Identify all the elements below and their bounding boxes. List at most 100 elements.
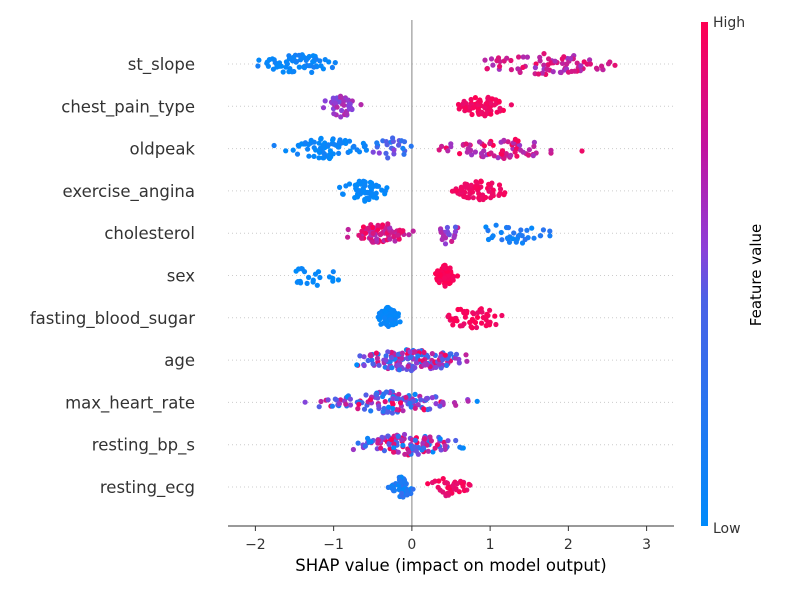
shap-point (336, 150, 342, 156)
shap-point (306, 153, 312, 159)
shap-point (468, 96, 474, 103)
shap-point (385, 349, 391, 355)
shap-point (487, 319, 493, 325)
shap-point (470, 195, 476, 201)
shap-point (547, 228, 553, 234)
shap-point (581, 59, 587, 65)
shap-point (370, 224, 376, 231)
shap-point (332, 396, 338, 402)
shap-point (479, 320, 485, 326)
shap-point (308, 137, 314, 143)
shap-point (378, 321, 384, 327)
shap-point (385, 155, 391, 161)
shap-point (311, 153, 317, 159)
feature-label-exercise_angina: exercise_angina (62, 182, 195, 202)
shap-point (423, 395, 430, 402)
shap-point (410, 486, 416, 492)
shap-point (322, 57, 328, 63)
shap-point (463, 141, 469, 147)
shap-point (370, 230, 376, 236)
shap-point (479, 309, 485, 315)
shap-point (445, 490, 451, 496)
shap-point (476, 139, 483, 145)
shap-point (463, 352, 469, 358)
shap-point (450, 275, 456, 281)
shap-point (368, 184, 374, 190)
shap-point (493, 222, 499, 228)
shap-point (437, 403, 443, 409)
shap-point (413, 360, 420, 366)
shap-point (363, 392, 369, 398)
shap-point (385, 433, 391, 439)
shap-point (478, 196, 485, 202)
shap-point (316, 140, 322, 146)
shap-point (387, 225, 393, 231)
shap-point (429, 351, 435, 357)
shap-point (454, 273, 461, 279)
shap-point (366, 439, 372, 445)
shap-point (367, 352, 373, 359)
shap-point (396, 391, 402, 397)
shap-point (454, 481, 460, 487)
feature-points-age (354, 347, 470, 374)
shap-point (293, 268, 299, 274)
shap-point (382, 188, 388, 194)
shap-point (544, 66, 550, 72)
colorbar-low-label: Low (713, 521, 741, 537)
shap-point (552, 58, 558, 64)
shap-point (395, 362, 401, 368)
shap-point (445, 148, 451, 154)
shap-point (320, 66, 326, 72)
shap-point (491, 102, 497, 108)
shap-point (504, 235, 511, 241)
shap-point (440, 476, 446, 482)
shap-point (442, 241, 449, 247)
shap-point (522, 236, 528, 243)
shap-point (435, 484, 441, 490)
shap-point (486, 105, 492, 111)
shap-point (305, 146, 311, 152)
shap-point (546, 56, 552, 62)
shap-point (336, 144, 342, 150)
shap-point (574, 60, 580, 66)
shap-point (508, 152, 514, 158)
shap-point (483, 194, 489, 201)
shap-point (578, 63, 584, 69)
shap-point (470, 105, 476, 111)
shap-point (488, 56, 495, 62)
shap-point (336, 401, 342, 407)
shap-point (297, 57, 304, 63)
shap-point (607, 59, 613, 65)
shap-point (454, 318, 460, 324)
shap-point (391, 233, 397, 240)
shap-point (511, 230, 517, 236)
feature-label-resting_bp_s: resting_bp_s (92, 436, 195, 456)
shap-point (399, 355, 405, 361)
feature-points-exercise_angina (337, 178, 508, 204)
shap-point (501, 137, 507, 143)
shap-point (470, 310, 476, 316)
feature-points-resting_ecg (385, 474, 473, 500)
shap-point (483, 317, 489, 323)
shap-point (469, 189, 476, 195)
shap-point (347, 101, 353, 107)
shap-point (380, 409, 386, 415)
shap-point (314, 282, 320, 288)
shap-point (406, 449, 412, 455)
shap-point (376, 362, 382, 368)
shap-point (334, 104, 340, 110)
shap-point (587, 61, 594, 67)
shap-point (391, 441, 397, 447)
shap-point (490, 62, 496, 68)
shap-point (513, 239, 519, 245)
shap-point (420, 445, 427, 451)
shap-point (517, 69, 523, 75)
shap-point (284, 61, 290, 67)
feature-points-oldpeak (271, 135, 585, 162)
shap-point (424, 442, 430, 448)
shap-point (447, 265, 453, 271)
shap-point (286, 69, 292, 75)
shap-point (440, 356, 446, 363)
shap-point (484, 66, 490, 72)
